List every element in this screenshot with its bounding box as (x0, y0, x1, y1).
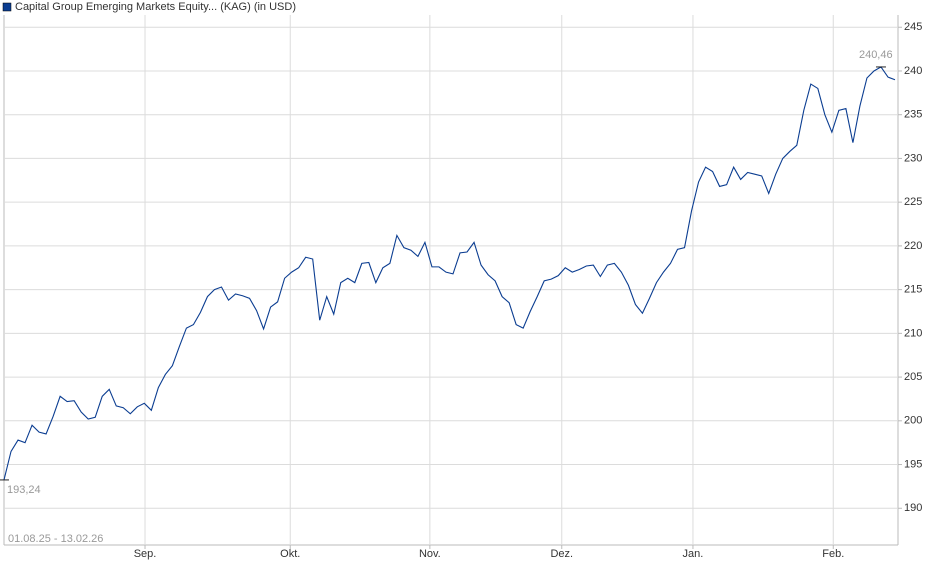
chart-title: Capital Group Emerging Markets Equity...… (15, 1, 296, 13)
y-tick-label: 245 (904, 21, 922, 33)
y-tick-label: 190 (904, 502, 922, 514)
y-tick-label: 230 (904, 152, 922, 164)
x-tick-label: Jan. (683, 548, 704, 560)
x-tick-label: Nov. (419, 548, 441, 560)
legend-swatch (2, 2, 12, 12)
y-tick-label: 200 (904, 415, 922, 427)
x-tick-label: Dez. (550, 548, 573, 560)
date-range: 01.08.25 - 13.02.26 (8, 533, 103, 545)
y-tick-label: 235 (904, 109, 922, 121)
y-tick-label: 195 (904, 458, 922, 470)
line-series (3, 66, 896, 481)
y-tick-label: 240 (904, 65, 922, 77)
x-tick-label: Feb. (822, 548, 844, 560)
y-tick-label: 220 (904, 240, 922, 252)
x-tick-label: Sep. (134, 548, 157, 560)
annotation-label: 240,46 (859, 49, 893, 61)
annotation-label: 193,24 (7, 484, 41, 496)
y-tick-label: 215 (904, 284, 922, 296)
y-tick-label: 225 (904, 196, 922, 208)
y-tick-label: 210 (904, 327, 922, 339)
x-tick-label: Okt. (280, 548, 300, 560)
y-tick-label: 205 (904, 371, 922, 383)
